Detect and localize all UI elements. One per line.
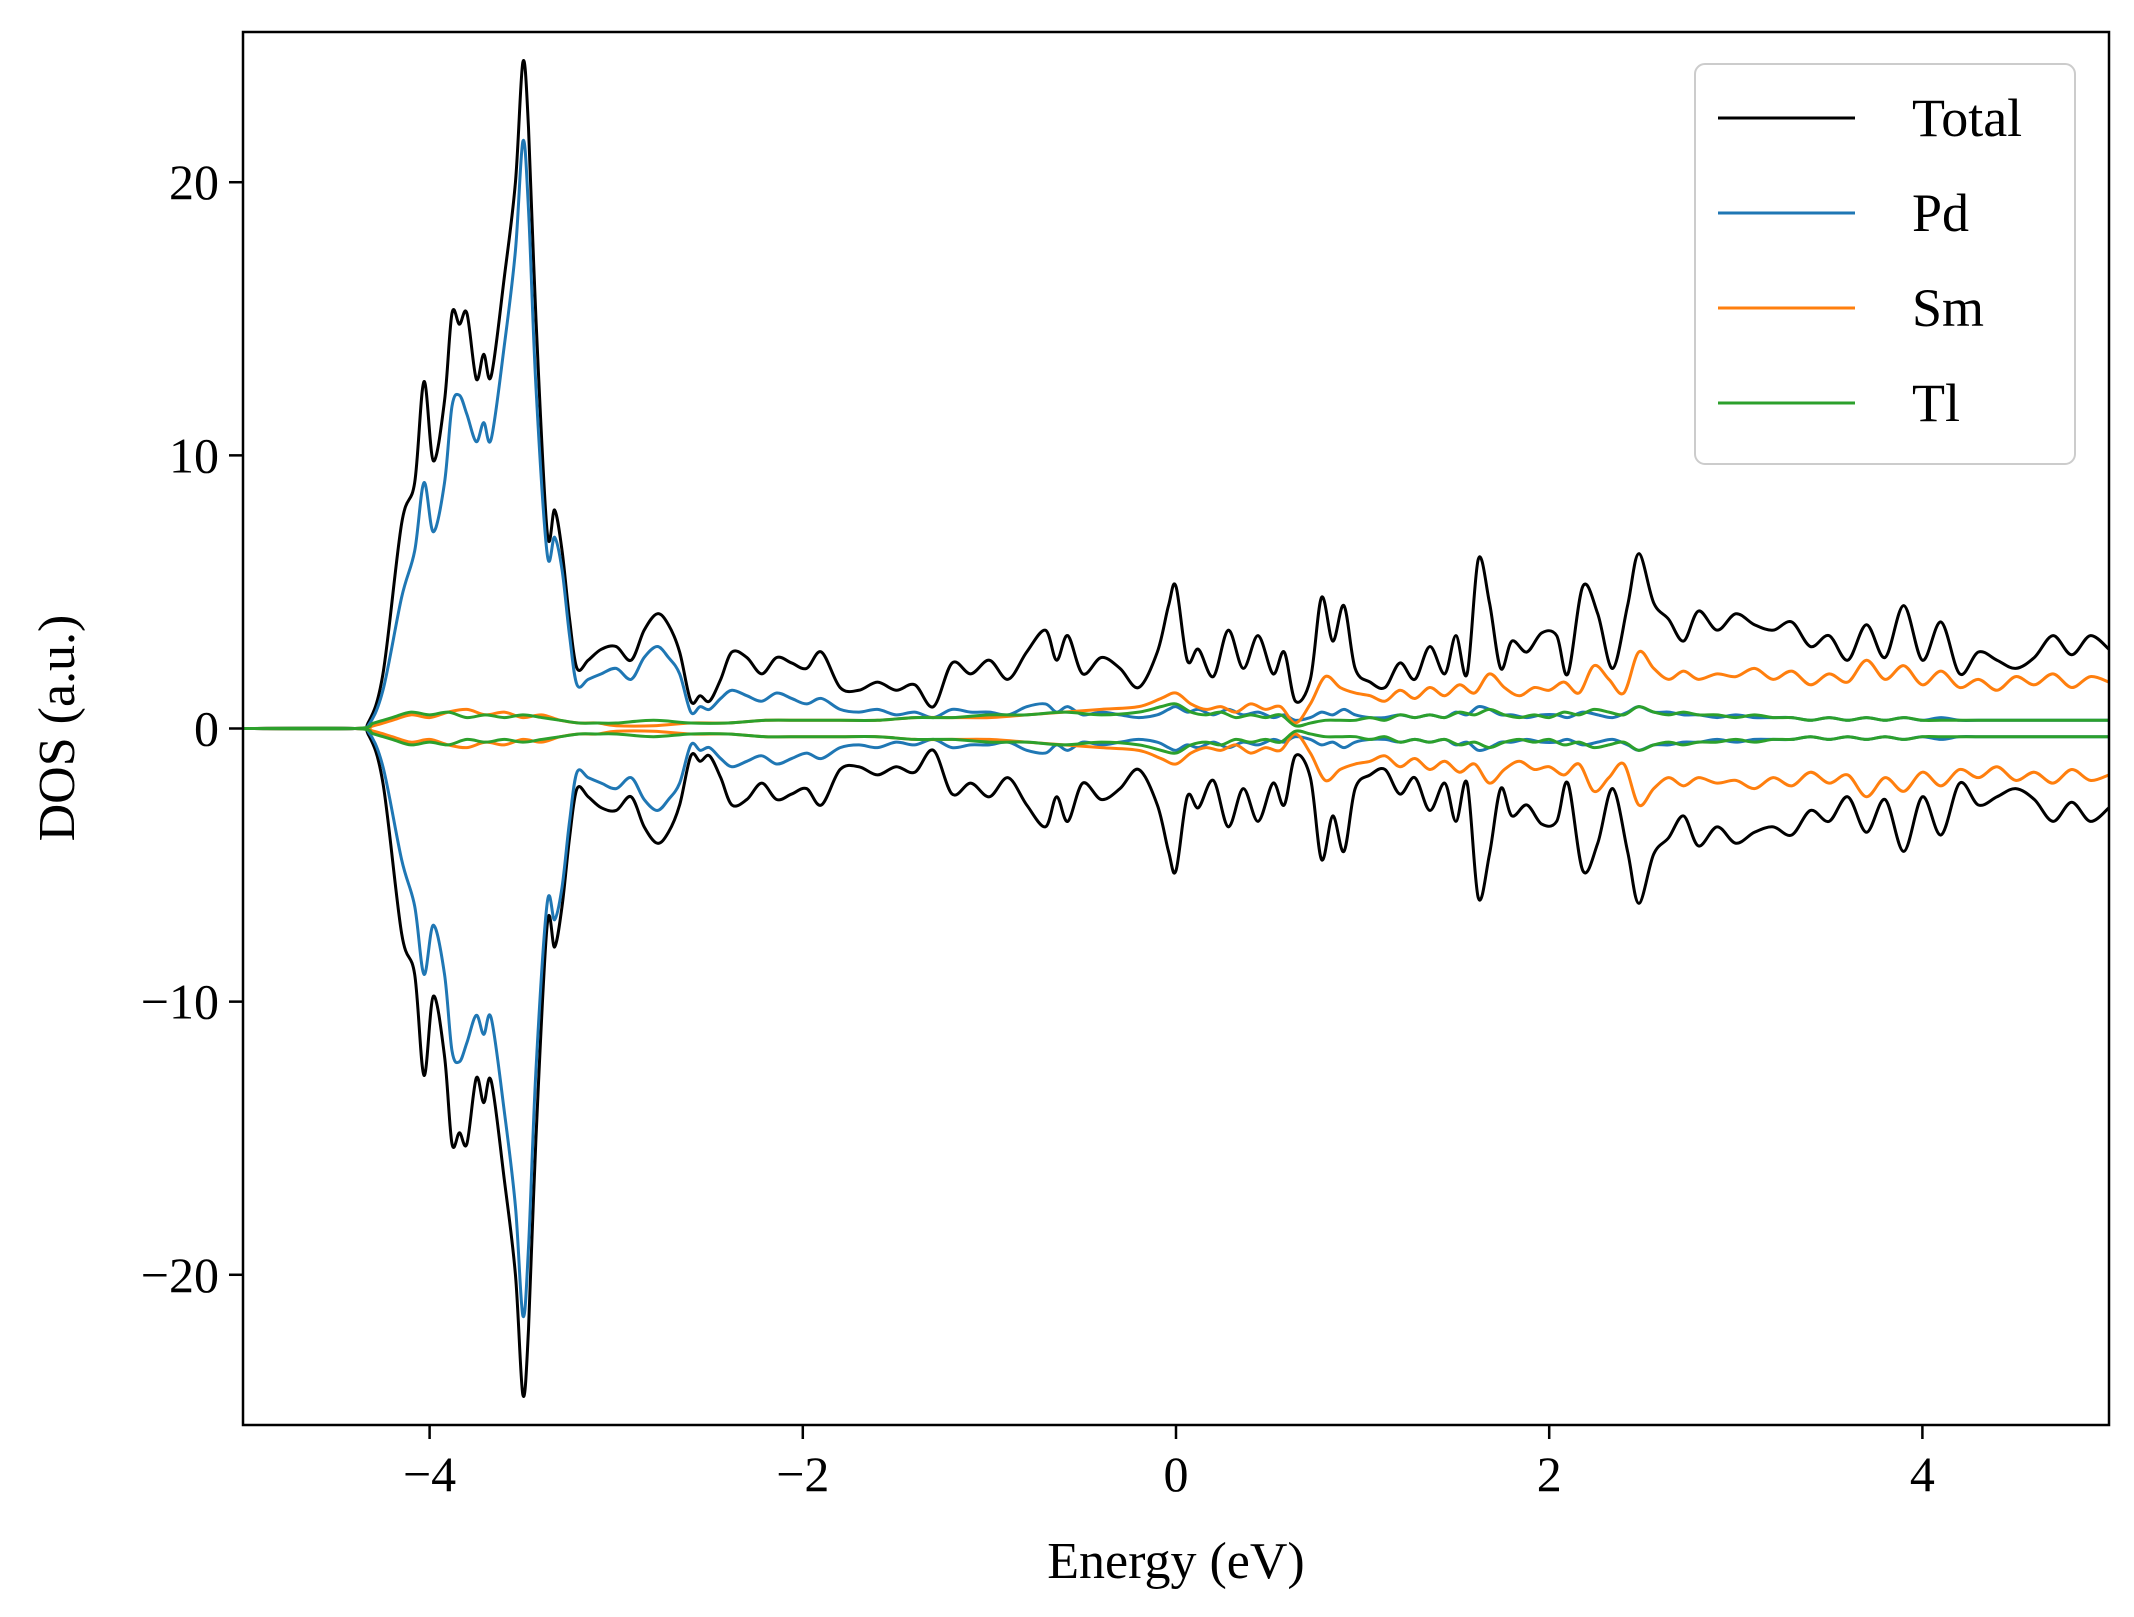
legend-label-tl: Tl bbox=[1912, 373, 1960, 433]
series-line-pd-spin-down bbox=[243, 726, 2109, 1319]
y-tick-label: 10 bbox=[169, 427, 219, 483]
y-tick-label: −10 bbox=[141, 974, 219, 1030]
y-axis-label: DOS (a.u.) bbox=[29, 615, 86, 842]
series-line-total-spin-up bbox=[243, 59, 2109, 731]
legend-box bbox=[1694, 63, 2076, 465]
series-line-tl-spin-up bbox=[243, 702, 2109, 731]
series-line-pd-spin-up bbox=[243, 138, 2109, 731]
series-line-total-spin-down bbox=[243, 726, 2109, 1398]
legend-label-sm: Sm bbox=[1912, 278, 1984, 338]
legend: Total Pd Sm Tl bbox=[1694, 63, 2076, 465]
x-tick-label: 2 bbox=[1537, 1446, 1562, 1502]
x-axis: −4 −2 0 2 4 bbox=[403, 1425, 1935, 1502]
x-tick-label: −2 bbox=[776, 1446, 829, 1502]
series-line-tl-spin-down bbox=[243, 726, 2109, 755]
y-tick-label: 20 bbox=[169, 154, 219, 210]
y-tick-label: −20 bbox=[141, 1247, 219, 1303]
legend-label-pd: Pd bbox=[1912, 183, 1969, 243]
x-tick-label: 0 bbox=[1164, 1446, 1189, 1502]
y-axis: 20 10 0 −10 −20 bbox=[141, 154, 243, 1303]
y-tick-label: 0 bbox=[194, 701, 219, 757]
x-tick-label: 4 bbox=[1910, 1446, 1935, 1502]
legend-label-total: Total bbox=[1912, 88, 2022, 148]
series-layer bbox=[243, 59, 2109, 1398]
x-tick-label: −4 bbox=[403, 1446, 456, 1502]
x-axis-label: Energy (eV) bbox=[1047, 1533, 1305, 1590]
